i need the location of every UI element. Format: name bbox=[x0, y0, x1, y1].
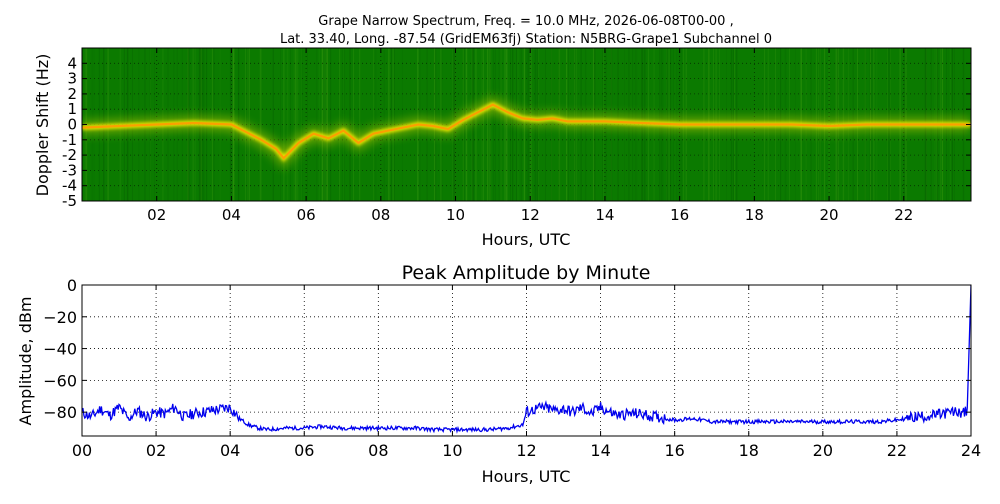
amplitude-y-tick-label: −40 bbox=[43, 340, 77, 359]
amplitude-title: Peak Amplitude by Minute bbox=[402, 262, 651, 284]
spectrogram-x-tick-label: 16 bbox=[670, 206, 689, 224]
spectrogram-x-tick-label: 18 bbox=[745, 206, 764, 224]
spectrum-title-line2: Lat. 33.40, Long. -87.54 (GridEM63fj) St… bbox=[280, 32, 772, 47]
spectrogram-y-tick-label: -5 bbox=[62, 192, 77, 210]
spectrogram-y-tick-label: 0 bbox=[67, 116, 77, 134]
amplitude-y-axis-label: Amplitude, dBm bbox=[16, 297, 35, 426]
amplitude-y-tick-label: 0 bbox=[67, 276, 77, 295]
amplitude-x-tick-label: 08 bbox=[368, 441, 388, 460]
amplitude-x-tick-label: 22 bbox=[887, 441, 907, 460]
amplitude-y-tick-label: −20 bbox=[43, 308, 77, 327]
spectrogram-x-tick-label: 10 bbox=[446, 206, 465, 224]
amplitude-y-ticks: 0 −20 −40 −60 −80 bbox=[43, 276, 971, 422]
spectrum-title-line1: Grape Narrow Spectrum, Freq. = 10.0 MHz,… bbox=[318, 14, 733, 29]
doppler-trace bbox=[82, 103, 971, 160]
amplitude-x-tick-label: 18 bbox=[739, 441, 759, 460]
amplitude-x-tick-label: 14 bbox=[590, 441, 610, 460]
spectrogram-y-axis-label: Doppler Shift (Hz) bbox=[33, 54, 52, 197]
spectrogram-x-tick-label: 06 bbox=[297, 206, 316, 224]
amplitude-x-tick-label: 06 bbox=[294, 441, 314, 460]
spectrogram-x-tick-label: 08 bbox=[371, 206, 390, 224]
amplitude-x-tick-label: 24 bbox=[961, 441, 981, 460]
spectrogram-y-tick-label: -1 bbox=[62, 131, 77, 149]
spectrogram-x-axis-label: Hours, UTC bbox=[482, 230, 571, 249]
amplitude-x-tick-label: 20 bbox=[813, 441, 833, 460]
spectrogram-x-tick-label: 14 bbox=[595, 206, 614, 224]
amplitude-x-tick-label: 02 bbox=[146, 441, 166, 460]
amplitude-x-tick-label: 04 bbox=[220, 441, 240, 460]
spectrogram-x-tick-label: 20 bbox=[820, 206, 839, 224]
spectrogram-y-tick-label: 4 bbox=[67, 54, 77, 72]
spectrogram-x-ticks: 02 04 06 08 10 12 14 16 18 20 22 bbox=[147, 48, 913, 224]
spectrogram-y-tick-label: 1 bbox=[67, 100, 77, 118]
spectrogram-y-tick-label: -3 bbox=[62, 161, 77, 179]
amplitude-x-ticks: 00 02 04 06 08 10 12 14 16 18 20 22 24 bbox=[72, 285, 981, 460]
spectrogram-y-tick-label: 2 bbox=[67, 85, 77, 103]
spectrogram-y-tick-label: -4 bbox=[62, 177, 77, 195]
amplitude-y-tick-label: −60 bbox=[43, 371, 77, 390]
spectrogram-x-tick-label: 12 bbox=[521, 206, 540, 224]
spectrogram-y-tick-label: -2 bbox=[62, 146, 77, 164]
spectrogram-y-tick-label: 3 bbox=[67, 70, 77, 88]
spectrogram-x-tick-label: 22 bbox=[894, 206, 913, 224]
amplitude-x-tick-label: 12 bbox=[516, 441, 536, 460]
spectrogram-grid bbox=[82, 48, 971, 202]
amplitude-x-tick-label: 16 bbox=[664, 441, 684, 460]
amplitude-series-line bbox=[82, 285, 971, 434]
amplitude-x-axis-label: Hours, UTC bbox=[482, 467, 571, 486]
amplitude-x-tick-label: 10 bbox=[442, 441, 462, 460]
amplitude-x-tick-label: 00 bbox=[72, 441, 92, 460]
spectrogram-x-tick-label: 04 bbox=[222, 206, 241, 224]
amplitude-y-tick-label: −80 bbox=[43, 403, 77, 422]
spectrogram-x-tick-label: 02 bbox=[147, 206, 166, 224]
